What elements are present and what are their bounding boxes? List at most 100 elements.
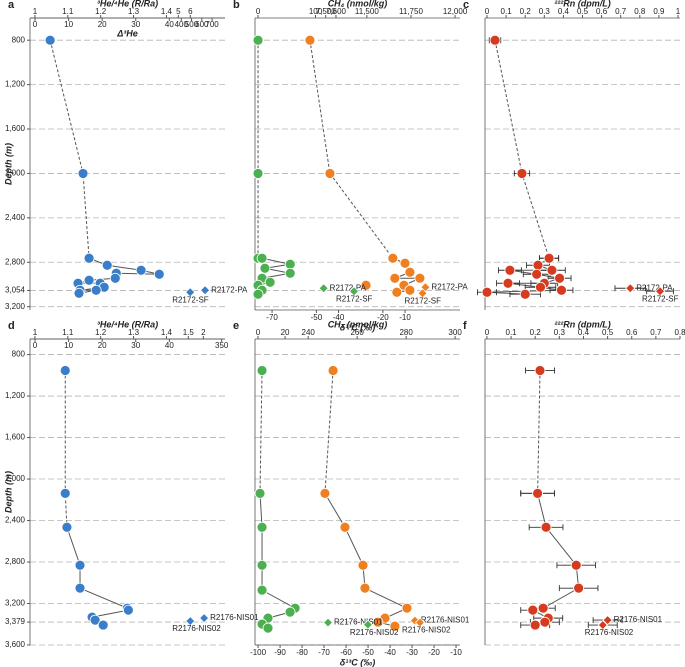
panel-label: e — [233, 320, 239, 332]
circle-marker — [540, 521, 552, 533]
diamond-marker — [322, 617, 334, 628]
point-label: R2172-PA — [211, 285, 248, 294]
y-tick-label: 3,600 — [5, 640, 26, 649]
circle-marker — [339, 521, 351, 533]
circle-marker — [529, 619, 541, 631]
panel-label: a — [8, 0, 15, 11]
x-tick-label: 0.7 — [650, 328, 662, 337]
x-tick-label: 30 — [131, 20, 140, 29]
circle-marker — [516, 168, 528, 179]
circle-marker — [135, 264, 147, 276]
diamond-marker — [348, 286, 360, 297]
x-tick-label: 40 — [165, 341, 174, 350]
x-tick-label: 6 — [188, 7, 193, 16]
x-tick-label: 0.9 — [653, 7, 665, 16]
x-axis-title: ³He/⁴He (R/Ra) — [97, 319, 158, 329]
x-tick-label: 40 — [165, 20, 174, 29]
y-tick-label: 3,200 — [5, 302, 26, 311]
circle-marker — [109, 272, 121, 284]
x-tick-label: 1.3 — [128, 7, 140, 16]
y-tick-label: 1,600 — [5, 433, 26, 442]
x-tick-label: 0.4 — [578, 328, 590, 337]
diamond-marker — [185, 615, 196, 627]
diamond-marker — [414, 617, 426, 628]
point-label: R2172-PA — [636, 283, 673, 292]
circle-marker — [556, 284, 567, 296]
y-tick-label: 1,200 — [5, 80, 26, 89]
circle-marker — [256, 559, 268, 571]
circle-marker — [256, 252, 268, 264]
point-label: R2176-NIS01 — [334, 618, 383, 627]
circle-marker — [74, 582, 86, 594]
circle-marker — [122, 604, 134, 616]
x-tick-label: 700 — [205, 20, 219, 29]
circle-marker — [359, 582, 371, 594]
y-tick-label: 2,000 — [5, 474, 26, 483]
x-tick-label: 0.5 — [577, 7, 589, 16]
circle-marker — [404, 266, 416, 278]
circle-marker — [259, 262, 271, 274]
x-tick-label: 0.8 — [674, 328, 685, 337]
circle-marker — [101, 259, 113, 271]
y-axis-title: Depth (m) — [3, 471, 13, 513]
diamond-marker — [602, 615, 613, 626]
circle-marker — [554, 272, 565, 284]
x-tick-label: 1.2 — [95, 328, 107, 337]
diamond-marker — [654, 286, 666, 297]
y-tick-label: 3,054 — [5, 286, 26, 295]
y-axis-title: Depth (m) — [3, 143, 13, 185]
diamond-marker — [200, 285, 211, 296]
circle-marker — [73, 287, 85, 299]
x-tick-label: 0 — [33, 20, 38, 29]
circle-marker — [519, 288, 531, 300]
circle-marker — [537, 602, 549, 614]
diamond-marker — [318, 283, 329, 294]
diamond-marker — [597, 620, 608, 631]
y-tick-label: 2,800 — [5, 257, 26, 266]
x-tick-label: 0.3 — [539, 7, 551, 16]
circle-marker — [404, 284, 416, 296]
x-tick-label: 11,500 — [355, 7, 379, 16]
x-tick-label: -50 — [311, 313, 323, 322]
panel-label: c — [463, 0, 469, 11]
x-tick-label: -60 — [340, 648, 352, 657]
x-tick-label: 0.7 — [615, 7, 627, 16]
circle-marker — [90, 284, 102, 296]
circle-marker — [97, 619, 109, 631]
x-tick-label: 0 — [485, 328, 490, 337]
circle-marker — [44, 34, 56, 46]
x-tick-label: 280 — [399, 328, 413, 337]
circle-marker — [252, 288, 264, 300]
x-axis-title: CH₄ (nmol/kg) — [328, 0, 388, 8]
circle-marker — [284, 258, 296, 270]
profile-line — [309, 40, 394, 259]
circle-marker — [264, 276, 276, 288]
circle-marker — [573, 582, 585, 594]
profile-line — [324, 493, 409, 627]
y-tick-label: 2,000 — [5, 169, 26, 178]
x-tick-label: 0 — [256, 328, 261, 337]
circle-marker — [319, 487, 331, 499]
x-tick-label: 0.2 — [520, 7, 532, 16]
circle-marker — [61, 521, 73, 533]
x-tick-label: -70 — [266, 313, 278, 322]
x-axis-title: δ¹³C (‰) — [340, 657, 375, 667]
diamond-marker — [362, 619, 373, 630]
circle-marker — [502, 277, 514, 289]
diamond-marker — [199, 612, 210, 624]
profile-line — [64, 370, 68, 528]
x-tick-label: -40 — [384, 648, 396, 657]
point-label: R2172-PA — [330, 283, 367, 292]
x-axis-title: CH₄ (nmol/kg) — [328, 319, 388, 329]
circle-marker — [89, 614, 101, 626]
x-axis-title: δ¹³C (‰) — [340, 322, 375, 332]
profile-line — [537, 370, 541, 494]
diamond-marker — [185, 287, 196, 298]
profile-line — [324, 370, 334, 494]
circle-marker — [83, 252, 95, 264]
x-tick-label: 7,500 — [316, 7, 337, 16]
x-tick-label: 30 — [131, 341, 140, 350]
point-label: R2172-SF — [642, 294, 679, 303]
y-tick-label: 2,800 — [5, 557, 26, 566]
